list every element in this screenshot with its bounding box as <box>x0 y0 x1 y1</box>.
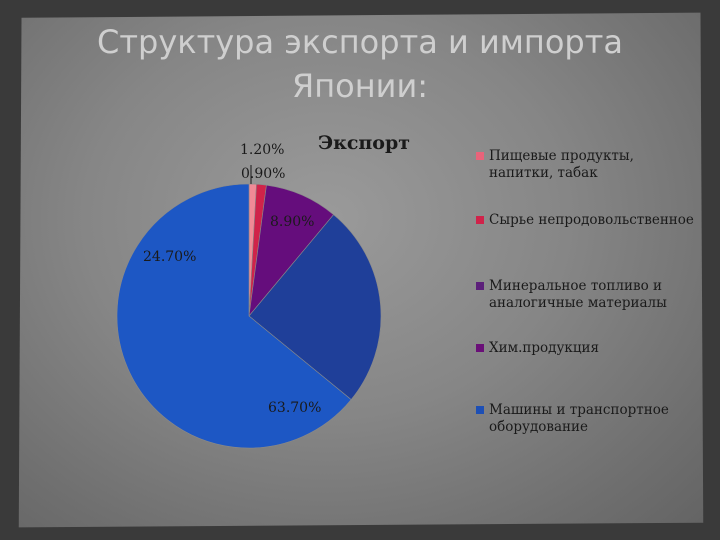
legend-item-2: Сырье непродовольственное <box>476 212 696 229</box>
legend-swatch <box>476 344 484 352</box>
data-label-3: 8.90% <box>270 214 315 230</box>
slide-title-line-2: Японии: <box>291 67 429 105</box>
chart-title: Экспорт <box>318 132 411 154</box>
pie-slice-4 <box>248 214 382 401</box>
legend-label: Минеральное топливо и аналогичные матери… <box>489 278 667 311</box>
legend-swatch <box>476 282 484 290</box>
data-label-5: 63.70% <box>268 400 322 416</box>
slide-title-line-1: Структура экспорта и импорта <box>97 23 623 61</box>
legend-swatch <box>476 216 484 224</box>
pie-slice-5 <box>116 183 352 449</box>
legend-swatch <box>476 406 484 414</box>
legend-label: Сырье непродовольственное <box>489 212 694 228</box>
data-label-1: 0.90% <box>241 166 286 182</box>
legend-item-4: Хим.продукция <box>476 340 696 357</box>
data-label-2: 1.20% <box>240 142 285 158</box>
slide-title: Структура экспорта и импорта Японии: <box>60 20 660 108</box>
legend-label: Машины и транспортное оборудование <box>489 402 669 435</box>
data-label-4: 24.70% <box>143 249 197 265</box>
legend-item-3: Минеральное топливо и аналогичные матери… <box>476 278 696 312</box>
legend-item-5: Машины и транспортное оборудование <box>476 402 696 436</box>
legend-item-1: Пищевые продукты, напитки, табак <box>476 148 696 182</box>
legend-swatch <box>476 152 484 160</box>
legend-label: Пищевые продукты, напитки, табак <box>489 148 634 181</box>
legend-label: Хим.продукция <box>489 340 600 356</box>
